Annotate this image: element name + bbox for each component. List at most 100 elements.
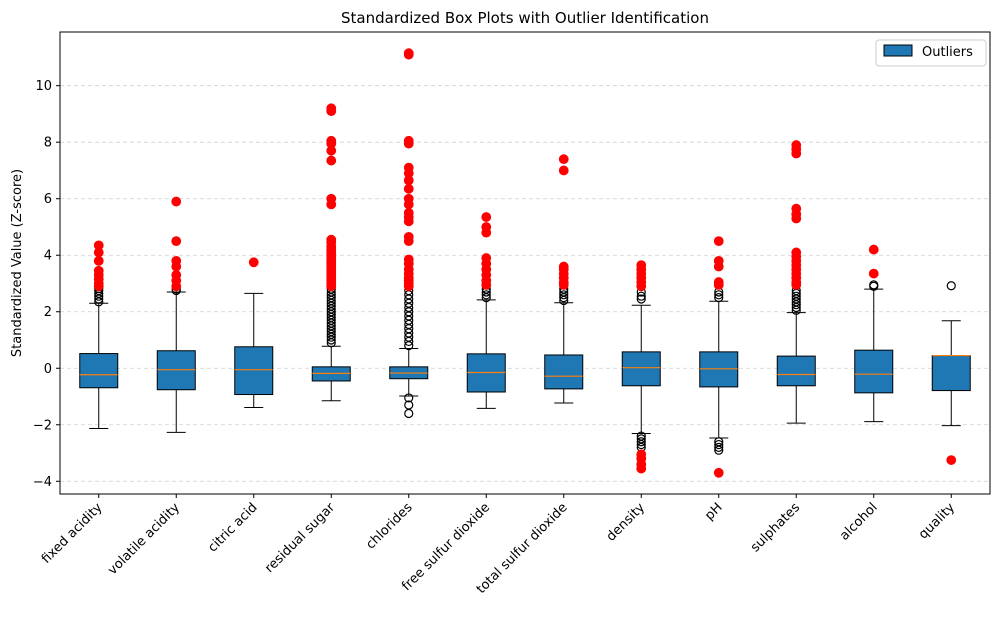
y-tick-label: 4 [44, 249, 52, 264]
extreme-outlier-point [171, 196, 182, 207]
extreme-outlier-point [868, 244, 879, 255]
x-tick-label: residual sugar [262, 500, 338, 576]
extreme-outlier-point [403, 162, 414, 173]
y-axis-label: Standardized Value (Z-score) [10, 169, 25, 357]
extreme-outlier-point [558, 154, 569, 165]
box-group [699, 236, 739, 478]
box-group [621, 260, 661, 474]
extreme-outlier-point [171, 255, 182, 266]
outlier-point [714, 293, 724, 303]
x-tick-label: chlorides [363, 500, 415, 552]
extreme-outlier-point [791, 247, 802, 258]
extreme-outlier-point [713, 467, 724, 478]
box-group [79, 240, 119, 429]
x-tick-label: density [604, 500, 649, 545]
outlier-point [404, 400, 414, 410]
legend-label: Outliers [922, 45, 973, 60]
extreme-outlier-point [248, 257, 259, 268]
boxes-layer [79, 48, 971, 478]
outlier-point [869, 280, 879, 290]
extreme-outlier-point [171, 236, 182, 247]
iqr-box [621, 351, 661, 387]
outlier-point [714, 290, 724, 300]
extreme-outlier-point [326, 155, 337, 166]
extreme-outlier-point [481, 212, 492, 222]
extreme-outlier-point [93, 240, 104, 251]
extreme-outlier-point [791, 140, 802, 150]
x-tick-label: citric acid [205, 500, 260, 555]
iqr-box [776, 355, 816, 387]
outlier-point [714, 437, 724, 447]
legend-swatch [883, 44, 913, 57]
outlier-point [636, 291, 646, 301]
iqr-box [79, 353, 119, 389]
extreme-outlier-point [403, 48, 414, 59]
y-tick-label: 0 [44, 362, 52, 377]
extreme-outlier-point [326, 103, 337, 114]
x-tick-label: fixed acidity [39, 500, 106, 567]
box-group [466, 212, 506, 409]
x-tick-label: pH [702, 500, 725, 523]
box-group [544, 154, 584, 404]
extreme-outlier-point [326, 135, 337, 146]
y-tick-label: −4 [33, 475, 52, 490]
outlier-point [404, 408, 414, 419]
outlier-point [404, 393, 414, 403]
y-tick-label: 6 [44, 192, 52, 207]
outlier-point [481, 290, 491, 300]
box-group [311, 103, 351, 402]
extreme-outlier-point [93, 265, 104, 276]
box-group [931, 281, 971, 465]
box-group [776, 140, 816, 424]
extreme-outlier-point [326, 234, 337, 245]
extreme-outlier-point [403, 207, 414, 218]
outlier-point [791, 291, 801, 301]
outlier-point [636, 434, 646, 444]
extreme-outlier-point [713, 255, 724, 266]
outlier-point [946, 281, 956, 291]
extreme-outlier-point [481, 222, 492, 232]
extreme-outlier-point [713, 236, 724, 247]
extreme-outlier-point [326, 193, 337, 204]
iqr-box [234, 346, 274, 396]
y-tick-label: 2 [44, 305, 52, 320]
extreme-outlier-point [171, 270, 182, 280]
outlier-point [636, 431, 646, 441]
x-tick-label: sulphates [748, 500, 803, 555]
extreme-outlier-point [403, 183, 414, 194]
x-tick-label: volatile acidity [105, 500, 183, 578]
extreme-outlier-point [558, 165, 569, 176]
x-tick-label: quality [916, 500, 958, 542]
iqr-box [931, 355, 971, 392]
box-group [234, 257, 274, 409]
outlier-point [636, 294, 646, 304]
extreme-outlier-point [636, 260, 647, 271]
box-group [156, 196, 196, 433]
extreme-outlier-point [93, 255, 104, 266]
extreme-outlier-point [946, 455, 957, 465]
box-group [854, 244, 894, 423]
extreme-outlier-point [636, 449, 647, 460]
outlier-point [714, 439, 724, 450]
iqr-box [544, 354, 584, 390]
extreme-outlier-point [481, 253, 492, 263]
extreme-outlier-point [403, 135, 414, 146]
grid-lines [60, 85, 990, 482]
y-tick-label: 10 [35, 79, 52, 94]
box-group [389, 48, 429, 419]
extreme-outlier-point [713, 277, 724, 287]
outlier-point [559, 290, 569, 300]
extreme-outlier-point [403, 193, 414, 204]
extreme-outlier-point [558, 261, 569, 272]
plot-frame [59, 31, 991, 495]
extreme-outlier-point [868, 268, 879, 279]
outlier-point [636, 437, 646, 447]
extreme-outlier-point [791, 203, 802, 214]
y-tick-label: 8 [44, 136, 52, 151]
extreme-outlier-point [403, 254, 414, 265]
legend: Outliers [875, 39, 987, 67]
chart-title: Standardized Box Plots with Outlier Iden… [341, 9, 709, 27]
iqr-box [854, 349, 894, 394]
